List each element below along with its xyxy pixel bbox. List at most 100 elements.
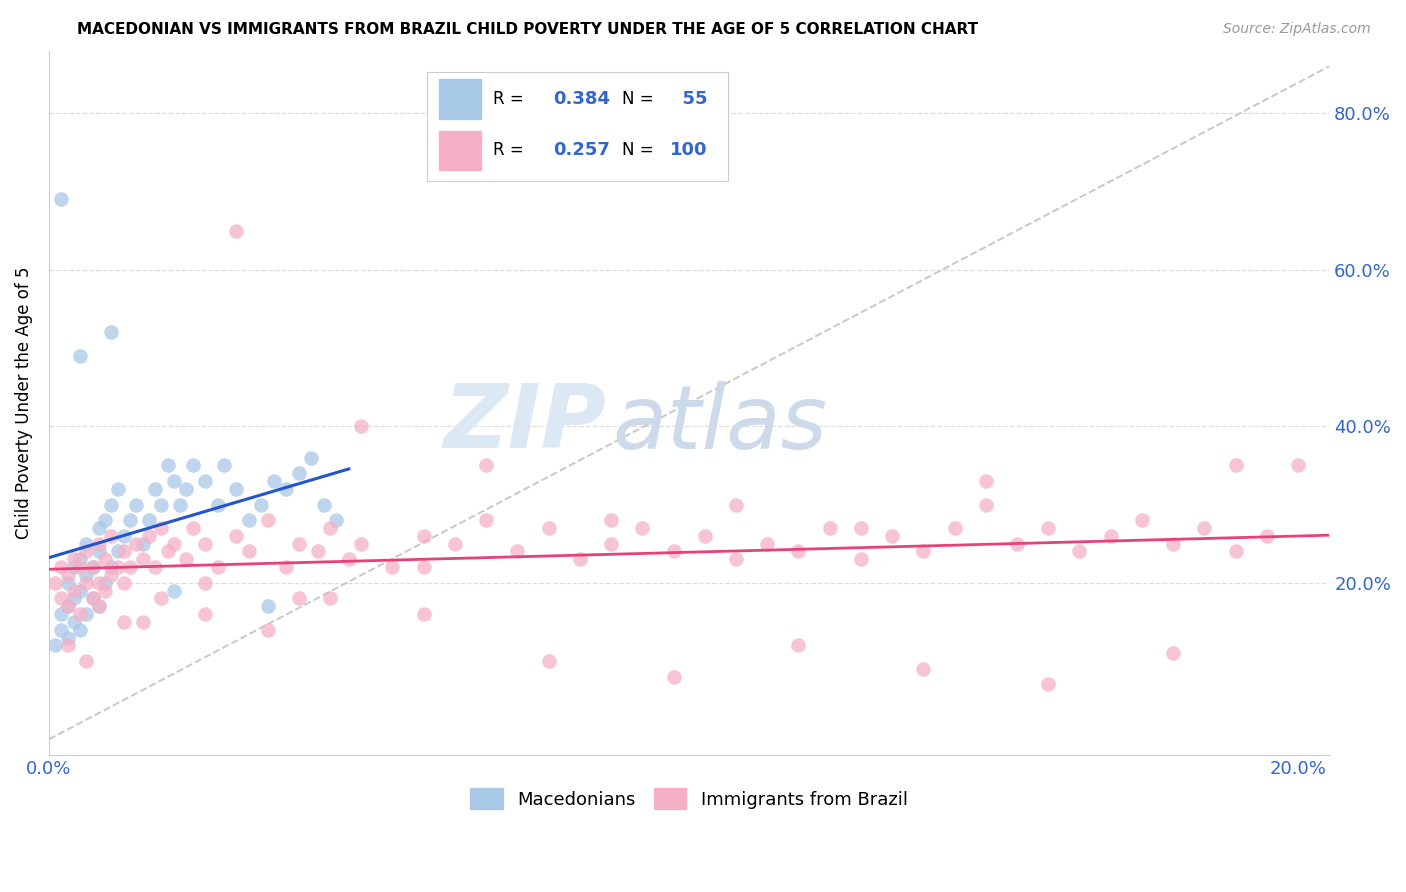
Point [156, 544, 179, 558]
Point [82, 591, 104, 606]
Point [75, 607, 97, 621]
Point [131, 552, 153, 566]
Point [787, 638, 810, 652]
Point [69, 552, 91, 566]
Point [207, 498, 229, 512]
Legend: Macedonians, Immigrants from Brazil: Macedonians, Immigrants from Brazil [463, 781, 915, 816]
Point [299, 450, 322, 465]
Point [94, 513, 117, 527]
Point [87, 521, 110, 535]
Point [312, 498, 335, 512]
Point [194, 474, 217, 488]
Y-axis label: Child Poverty Under the Age of 5: Child Poverty Under the Age of 5 [15, 267, 32, 539]
Point [194, 607, 217, 621]
Point [69, 607, 91, 621]
Point [1225, 458, 1247, 473]
Point [444, 536, 467, 550]
Point [69, 349, 91, 363]
Point [143, 482, 166, 496]
Point [288, 536, 311, 550]
Point [506, 544, 529, 558]
Point [238, 513, 260, 527]
Point [475, 458, 498, 473]
Point [1286, 458, 1309, 473]
Text: atlas: atlas [612, 381, 827, 467]
Point [56, 575, 79, 590]
Point [1194, 521, 1216, 535]
Point [631, 521, 654, 535]
Point [568, 552, 591, 566]
Point [724, 552, 747, 566]
Point [112, 615, 135, 629]
Point [288, 591, 311, 606]
Point [724, 498, 747, 512]
Point [475, 513, 498, 527]
Point [181, 521, 204, 535]
Point [125, 498, 148, 512]
Point [131, 536, 153, 550]
Point [1161, 646, 1184, 660]
Point [537, 521, 560, 535]
Point [1161, 536, 1184, 550]
Point [756, 536, 779, 550]
Point [276, 560, 298, 574]
Point [238, 544, 260, 558]
Point [112, 575, 135, 590]
Point [256, 623, 278, 637]
Point [56, 568, 79, 582]
Point [120, 513, 142, 527]
Point [63, 583, 86, 598]
Point [319, 591, 342, 606]
Point [125, 536, 148, 550]
Point [150, 521, 173, 535]
Point [818, 521, 841, 535]
Point [51, 607, 73, 621]
Point [56, 638, 79, 652]
Point [1099, 529, 1122, 543]
Point [212, 458, 235, 473]
Point [94, 583, 117, 598]
Point [100, 529, 122, 543]
Point [87, 536, 110, 550]
Point [912, 662, 935, 676]
Point [225, 529, 247, 543]
Point [880, 529, 903, 543]
Point [1069, 544, 1091, 558]
Point [849, 521, 872, 535]
Point [107, 560, 129, 574]
Text: Source: ZipAtlas.com: Source: ZipAtlas.com [1223, 22, 1371, 37]
Point [319, 521, 342, 535]
Point [1225, 544, 1247, 558]
Point [107, 482, 129, 496]
Point [100, 568, 122, 582]
Point [263, 474, 285, 488]
Point [207, 560, 229, 574]
Point [1256, 529, 1278, 543]
Point [63, 552, 86, 566]
Point [412, 560, 434, 574]
Point [120, 560, 142, 574]
Point [600, 536, 623, 550]
Point [75, 536, 97, 550]
Point [163, 474, 186, 488]
Point [350, 419, 373, 434]
Point [1038, 677, 1060, 691]
Point [63, 560, 86, 574]
Point [849, 552, 872, 566]
Point [75, 568, 97, 582]
Point [51, 560, 73, 574]
Point [256, 513, 278, 527]
Point [82, 560, 104, 574]
Point [75, 544, 97, 558]
Point [194, 536, 217, 550]
Point [51, 591, 73, 606]
Point [107, 544, 129, 558]
Point [337, 552, 360, 566]
Point [250, 498, 273, 512]
Point [75, 654, 97, 668]
Point [69, 583, 91, 598]
Point [176, 552, 198, 566]
Point [100, 326, 122, 340]
Point [974, 498, 997, 512]
Point [87, 544, 110, 558]
